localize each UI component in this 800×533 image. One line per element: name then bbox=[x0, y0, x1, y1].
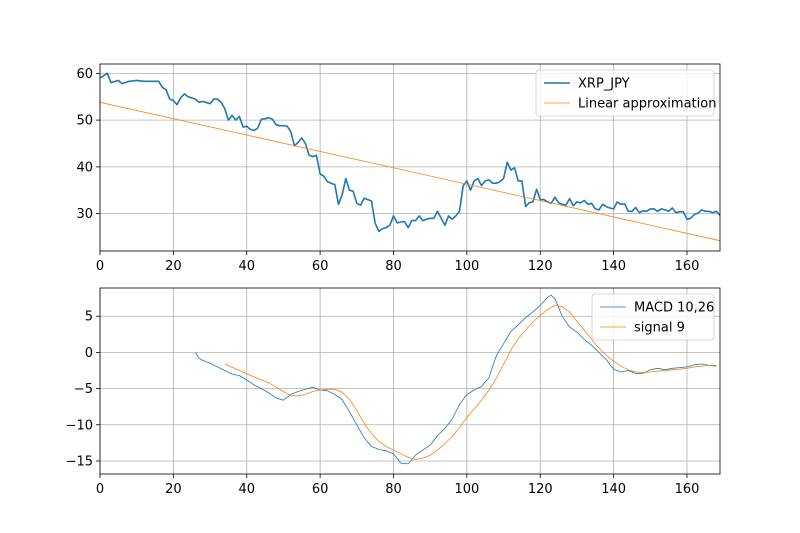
legend-label-signal: signal 9 bbox=[634, 321, 685, 336]
legend-label-macd: MACD 10,26 bbox=[634, 301, 714, 316]
series-line-xrp-jpy bbox=[99, 72, 721, 233]
legend-label-xrp-jpy: XRP_JPY bbox=[578, 77, 630, 92]
macd-x-tick-label: 60 bbox=[312, 482, 329, 497]
macd-x-tick-label: 160 bbox=[675, 482, 700, 497]
price-legend-box bbox=[535, 69, 715, 117]
macd-y-tick-label: 0 bbox=[85, 346, 93, 361]
price-y-tick-label: 60 bbox=[76, 67, 93, 82]
macd-legend: MACD 10,26 signal 9 bbox=[591, 293, 715, 341]
macd-x-tick-label: 100 bbox=[454, 482, 479, 497]
macd-x-ticks: 0 20 40 60 80 100 120 140 160 bbox=[96, 474, 700, 497]
macd-y-tick-label: 5 bbox=[85, 310, 93, 325]
price-x-tick-label: 120 bbox=[528, 259, 553, 274]
macd-x-tick-label: 0 bbox=[96, 482, 104, 497]
macd-y-tick-label: −15 bbox=[66, 454, 93, 469]
macd-series bbox=[195, 294, 717, 465]
price-x-tick-label: 20 bbox=[165, 259, 182, 274]
price-x-tick-label: 100 bbox=[454, 259, 479, 274]
price-y-tick-label: 40 bbox=[76, 160, 93, 175]
macd-x-tick-label: 140 bbox=[601, 482, 626, 497]
series-line-linear-approximation bbox=[99, 101, 721, 242]
macd-x-tick-label: 40 bbox=[238, 482, 255, 497]
macd-y-tick-label: −10 bbox=[66, 418, 93, 433]
price-legend: XRP_JPY Linear approximation bbox=[535, 69, 716, 117]
price-x-tick-label: 0 bbox=[96, 259, 104, 274]
price-x-tick-label: 80 bbox=[385, 259, 402, 274]
price-x-tick-label: 40 bbox=[238, 259, 255, 274]
macd-x-tick-label: 80 bbox=[385, 482, 402, 497]
macd-x-tick-label: 20 bbox=[165, 482, 182, 497]
price-x-tick-label: 140 bbox=[601, 259, 626, 274]
macd-legend-box bbox=[591, 293, 715, 341]
price-x-ticks: 0 20 40 60 80 100 120 140 160 bbox=[96, 251, 700, 274]
legend-label-linear-approximation: Linear approximation bbox=[578, 97, 716, 112]
macd-y-tick-label: −5 bbox=[74, 382, 93, 397]
macd-y-ticks: −15 −10 −5 0 5 bbox=[66, 310, 100, 469]
price-plot-frame bbox=[99, 63, 721, 252]
price-y-ticks: 30 40 50 60 bbox=[76, 67, 100, 222]
price-y-tick-label: 50 bbox=[76, 114, 93, 129]
macd-plot-frame bbox=[99, 287, 721, 475]
price-panel: 0 20 40 60 80 100 120 140 160 30 40 50 60 XRP_JPY L… bbox=[76, 63, 721, 274]
macd-panel: 0 20 40 60 80 100 120 140 160 −15 −10 −5 0 5 MACD 10… bbox=[66, 287, 721, 497]
series-line-macd-10-26 bbox=[195, 294, 717, 465]
macd-x-tick-label: 120 bbox=[528, 482, 553, 497]
series-line-signal-9 bbox=[224, 305, 717, 460]
price-y-tick-label: 30 bbox=[76, 207, 93, 222]
price-x-tick-label: 160 bbox=[675, 259, 700, 274]
price-series bbox=[99, 72, 721, 242]
price-x-tick-label: 60 bbox=[312, 259, 329, 274]
